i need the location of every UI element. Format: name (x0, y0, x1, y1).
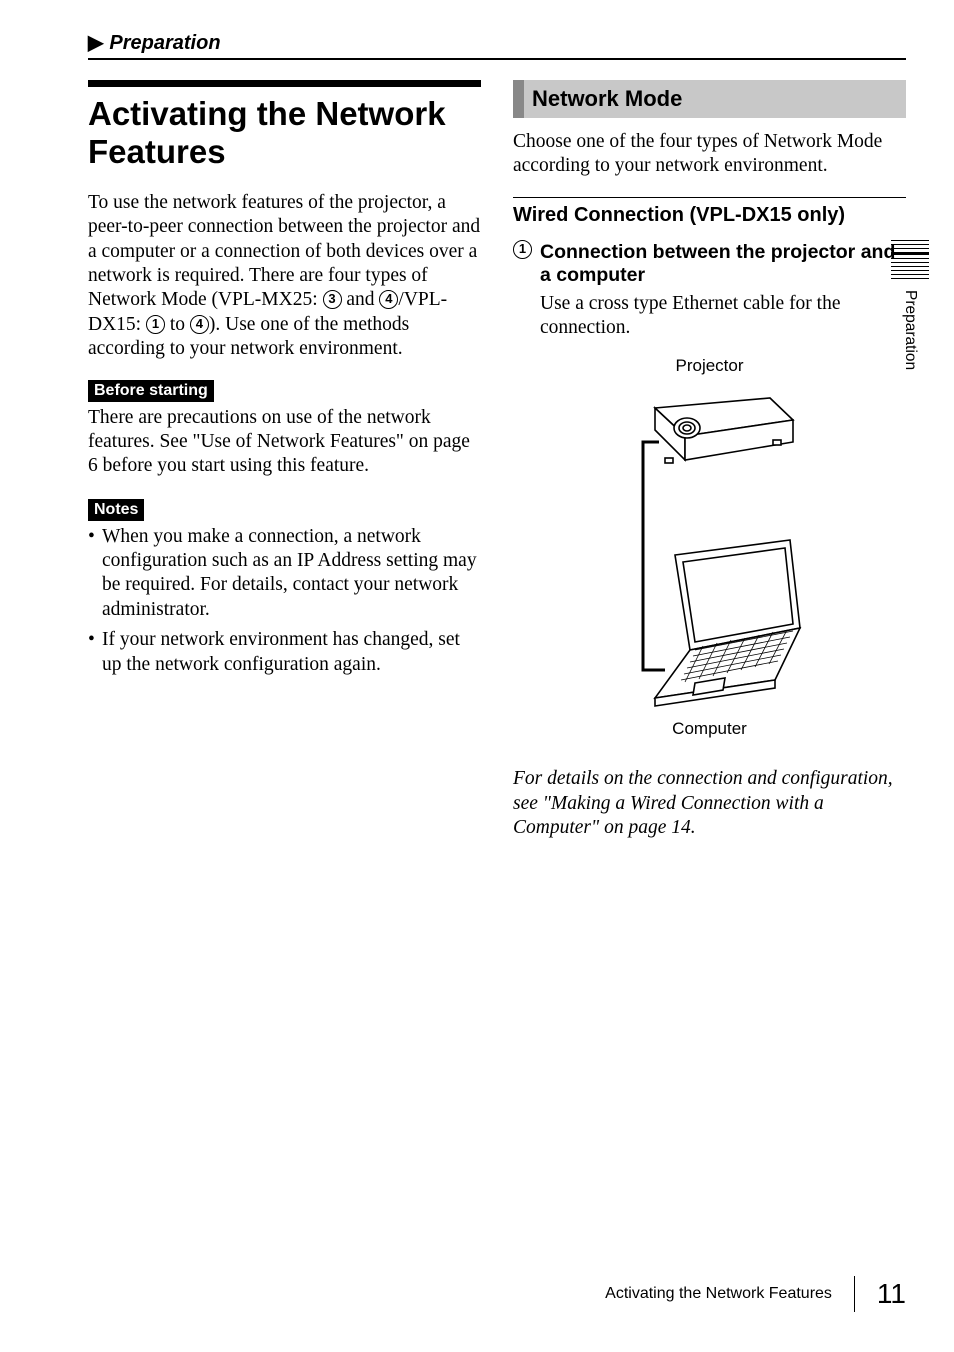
side-tab-label: Preparation (901, 290, 919, 370)
page-title: Activating the Network Features (88, 95, 481, 171)
page-footer: Activating the Network Features 11 (605, 1276, 906, 1312)
content-columns: Activating the Network Features To use t… (88, 80, 906, 840)
notes-list: When you make a connection, a network co… (88, 525, 481, 677)
intro-paragraph: To use the network features of the proje… (88, 191, 481, 362)
thumb-index-lines-icon (891, 240, 929, 282)
section-intro: Choose one of the four types of Network … (513, 130, 906, 179)
projector-label: Projector (513, 356, 906, 376)
sub-rule (513, 197, 906, 198)
left-column: Activating the Network Features To use t… (88, 80, 481, 840)
footer-title: Activating the Network Features (605, 1285, 832, 1303)
intro-text-d: to (165, 314, 190, 335)
step-number-icon: 1 (513, 240, 532, 259)
notes-tag: Notes (88, 499, 144, 521)
step-row: 1 Connection between the projector and a… (513, 241, 906, 288)
step-body: Use a cross type Ethernet cable for the … (513, 292, 906, 341)
connection-diagram: Projector (513, 356, 906, 739)
step-title: Connection between the projector and a c… (540, 241, 906, 288)
footer-divider (854, 1276, 855, 1312)
note-item: If your network environment has changed,… (88, 628, 481, 677)
intro-text-b: and (342, 289, 380, 310)
before-starting-tag: Before starting (88, 380, 214, 402)
computer-label: Computer (513, 719, 906, 739)
before-starting-text: There are precautions on use of the netw… (88, 406, 481, 479)
note-item: When you make a connection, a network co… (88, 525, 481, 623)
circled-4b-icon: 4 (190, 315, 209, 334)
section-heading-bar: Network Mode (513, 80, 906, 118)
cross-reference-note: For details on the connection and config… (513, 767, 906, 840)
sub-heading: Wired Connection (VPL-DX15 only) (513, 204, 906, 227)
breadcrumb-arrow-icon: ▶ (88, 32, 103, 54)
title-rule: Activating the Network Features (88, 80, 481, 171)
diagram-svg (595, 380, 825, 710)
breadcrumb: ▶ Preparation (88, 30, 906, 60)
breadcrumb-label: Preparation (109, 32, 220, 54)
side-tab: Preparation (891, 240, 929, 370)
page-number: 11 (877, 1278, 906, 1310)
circled-3-icon: 3 (323, 290, 342, 309)
circled-1-icon: 1 (146, 315, 165, 334)
circled-4-icon: 4 (379, 290, 398, 309)
right-column: Network Mode Choose one of the four type… (513, 80, 906, 840)
